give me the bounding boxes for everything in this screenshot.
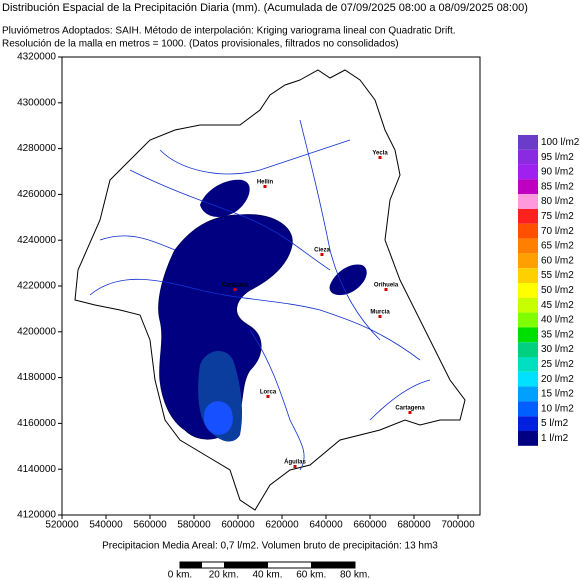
legend-swatch [518, 327, 538, 343]
y-tick-label: 4160000 [17, 418, 56, 429]
legend-label: 5 l/m2 [541, 418, 569, 429]
legend-swatch [518, 209, 538, 224]
legend-label: 75 l/m2 [541, 211, 574, 222]
city-marker [378, 315, 382, 318]
x-tick-label: 620000 [265, 520, 299, 531]
y-tick-label: 4200000 [17, 326, 56, 337]
y-tick-label: 4180000 [17, 372, 56, 383]
city-label: Lorca [260, 390, 277, 396]
city-label: Orihuela [374, 283, 399, 289]
y-tick-label: 4120000 [17, 510, 56, 521]
legend-label: 65 l/m2 [541, 241, 574, 252]
x-tick-label: 580000 [177, 520, 211, 531]
city-label: Cieza [314, 248, 330, 254]
city-marker [266, 395, 270, 398]
x-tick-label: 640000 [309, 520, 343, 531]
x-tick-label: 560000 [133, 520, 167, 531]
legend-label: 1 l/m2 [541, 433, 569, 444]
legend-swatch [518, 386, 538, 402]
x-tick-label: 700000 [441, 520, 475, 531]
legend-label: 45 l/m2 [541, 300, 574, 311]
y-tick-label: 4140000 [17, 464, 56, 475]
city-label: Caravaca [222, 283, 249, 289]
x-tick-label: 540000 [89, 520, 123, 531]
city-marker [293, 465, 297, 468]
city-label: Yecla [372, 151, 388, 157]
method: Pluviómetros Adoptados: SAIH. Método de … [2, 26, 456, 37]
legend-swatch [518, 194, 538, 209]
city-marker [233, 288, 237, 291]
city-label: Murcia [370, 310, 390, 316]
y-tick-label: 4320000 [17, 52, 56, 63]
x-tick-label: 600000 [221, 520, 255, 531]
legend-label: 80 l/m2 [541, 196, 574, 207]
legend-label: 40 l/m2 [541, 315, 574, 326]
scale-bar [179, 561, 356, 569]
legend-label: 95 l/m2 [541, 152, 574, 163]
legend-swatch [518, 431, 538, 446]
legend-swatch [518, 416, 538, 431]
scale-label: 80 km. [340, 570, 370, 580]
legend-label: 35 l/m2 [541, 329, 574, 340]
y-tick-label: 4240000 [17, 235, 56, 246]
legend-label: 10 l/m2 [541, 403, 574, 414]
y-tick-label: 4280000 [17, 143, 56, 154]
x-tick-label: 680000 [397, 520, 431, 531]
legend-label: 20 l/m2 [541, 374, 574, 385]
city-marker [408, 411, 412, 414]
summary: Precipitacion Media Areal: 0,7 l/m2. Vol… [102, 541, 438, 552]
legend-swatch [518, 179, 538, 195]
legend-swatch [518, 297, 538, 313]
city-marker [378, 156, 382, 159]
scale-label: 60 km. [296, 570, 326, 580]
scale-label: 20 km. [209, 570, 239, 580]
basin [74, 69, 466, 511]
legend-swatch [518, 283, 538, 298]
resolution: Resolución de la malla en metros = 1000.… [2, 39, 399, 50]
legend-swatch [518, 312, 538, 328]
title: Distribución Espacial de la Precipitació… [2, 2, 528, 14]
x-tick-label: 660000 [353, 520, 387, 531]
scale-label: 0 km. [168, 570, 192, 580]
x-tick-label: 520000 [45, 520, 79, 531]
city-label: Hellín [257, 180, 274, 186]
legend-label: 60 l/m2 [541, 255, 574, 266]
legend-label: 85 l/m2 [541, 181, 574, 192]
scale-label: 40 km. [252, 570, 282, 580]
legend-label: 55 l/m2 [541, 270, 574, 281]
legend-swatch [518, 268, 538, 283]
y-tick-label: 4260000 [17, 189, 56, 200]
legend-swatch [518, 149, 538, 165]
city-marker [263, 185, 267, 188]
legend-swatch [518, 253, 538, 269]
legend-swatch [518, 357, 538, 372]
legend-label: 50 l/m2 [541, 285, 574, 296]
legend-swatch [518, 371, 538, 387]
legend-swatch [518, 342, 538, 357]
city-marker [384, 288, 388, 291]
legend-swatch [518, 223, 538, 239]
y-tick-label: 4220000 [17, 281, 56, 292]
y-tick-label: 4300000 [17, 97, 56, 108]
city-label: Águilas [284, 459, 306, 466]
city-marker [320, 253, 324, 256]
legend-label: 70 l/m2 [541, 226, 574, 237]
city-label: Cartagena [395, 406, 425, 412]
legend-label: 100 l/m2 [541, 137, 580, 148]
legend-label: 90 l/m2 [541, 167, 574, 178]
legend-swatch [518, 238, 538, 254]
legend-swatch [518, 164, 538, 180]
legend-label: 30 l/m2 [541, 344, 574, 355]
legend-swatch [518, 401, 538, 417]
legend-label: 15 l/m2 [541, 389, 574, 400]
legend-swatch [518, 135, 538, 150]
legend-label: 25 l/m2 [541, 359, 574, 370]
